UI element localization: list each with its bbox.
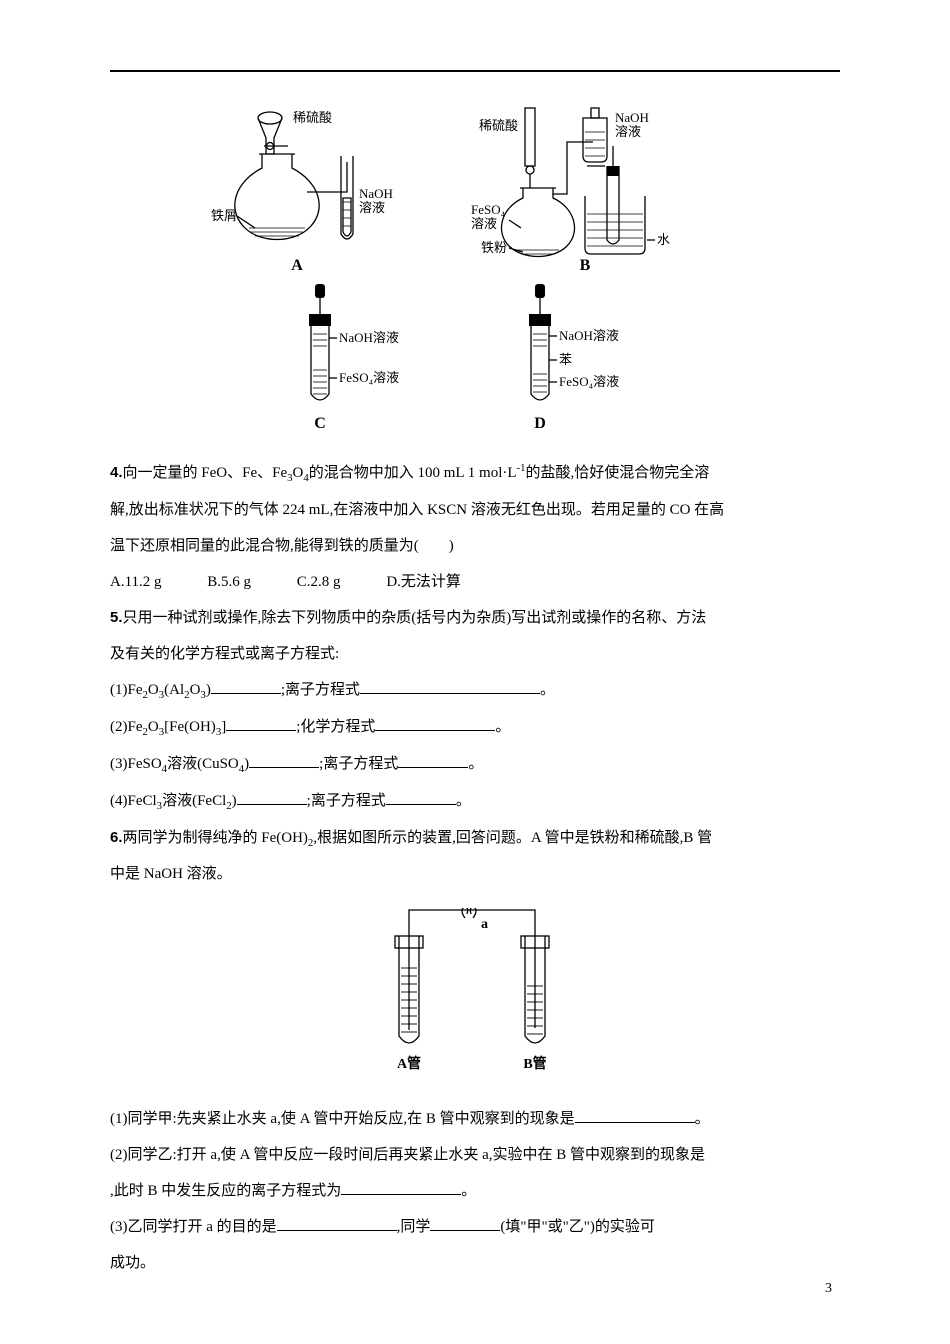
blank: [226, 714, 296, 731]
label-acid-b: 稀硫酸: [479, 118, 518, 133]
label-water: 水: [657, 232, 670, 247]
blank: [398, 751, 468, 768]
blank: [375, 714, 495, 731]
q5-1-tail: ;离子方程式: [281, 682, 360, 698]
figure-2: .lab2{ font: 14px "SimSun", serif; font-…: [110, 908, 840, 1083]
q6-line1: 6.两同学为制得纯净的 Fe(OH)2,根据如图所示的装置,回答问题。A 管中是…: [110, 820, 840, 857]
blank: [575, 1107, 695, 1124]
panel-d-label: D: [534, 415, 546, 432]
q5-line1: 5.只用一种试剂或操作,除去下列物质中的杂质(括号内为杂质)写出试剂或操作的名称…: [110, 600, 840, 636]
choice-b: B.5.6 g: [207, 564, 251, 600]
q5-3-head: (3)FeSO4溶液(CuSO4): [110, 756, 249, 772]
q6-intro1: 两同学为制得纯净的 Fe(OH)2,根据如图所示的装置,回答问题。A 管中是铁粉…: [123, 830, 713, 846]
label-naoh-b-1: NaOH: [615, 110, 649, 125]
blank: [341, 1179, 461, 1196]
q5-3-end: 。: [468, 756, 483, 772]
blank: [386, 788, 456, 805]
q6-p2a: (2)同学乙:打开 a,使 A 管中反应一段时间后再夹紧止水夹 a,实验中在 B…: [110, 1137, 840, 1173]
q5-2-tail: ;化学方程式: [296, 719, 375, 735]
q6-p1a: (1)同学甲:先夹紧止水夹 a,使 A 管中开始反应,在 B 管中观察到的现象是: [110, 1111, 575, 1127]
label-feso4-d: FeSO₄溶液: [559, 374, 619, 389]
q5-item2: (2)Fe2O3[Fe(OH)3] ;化学方程式 。: [110, 709, 840, 746]
top-rule: [110, 70, 840, 72]
label-iron-powder: 铁粉: [481, 240, 507, 255]
page-number: 3: [825, 1281, 832, 1297]
tube-b-label: B管: [523, 1055, 546, 1072]
q6-p2b: ,此时 B 中发生反应的离子方程式为: [110, 1183, 341, 1199]
q6-p2end: 。: [461, 1183, 476, 1199]
apparatus2-svg: .lab2{ font: 14px "SimSun", serif; font-…: [355, 908, 595, 1078]
label-feso4-c: FeSO₄溶液: [339, 370, 399, 385]
q6-number: 6.: [110, 829, 123, 846]
panel-c-label: C: [314, 415, 326, 432]
blank: [430, 1215, 500, 1232]
q5-2-head: (2)Fe2O3[Fe(OH)3]: [110, 719, 226, 735]
clip-label: a: [481, 917, 488, 932]
q5-line2: 及有关的化学方程式或离子方程式:: [110, 636, 840, 672]
q6-p1end: 。: [695, 1111, 710, 1127]
q5-2-end: 。: [495, 719, 510, 735]
q6-line2: 中是 NaOH 溶液。: [110, 856, 840, 892]
q4-line2: 解,放出标准状况下的气体 224 mL,在溶液中加入 KSCN 溶液无红色出现。…: [110, 492, 840, 528]
q6-p3-line: (3)乙同学打开 a 的目的是 ,同学 (填"甲"或"乙")的实验可: [110, 1209, 840, 1245]
q4-number: 4.: [110, 464, 123, 481]
q4-choices: A.11.2 g B.5.6 g C.2.8 g D.无法计算: [110, 564, 840, 600]
label-naoh-a-2: 溶液: [359, 200, 385, 215]
q5-4-end: 。: [456, 793, 471, 809]
q5-4-head: (4)FeCl3溶液(FeCl2): [110, 793, 237, 809]
blank: [237, 788, 307, 805]
panel-a-label: A: [291, 257, 303, 274]
q5-item1: (1)Fe2O3(Al2O3) ;离子方程式 。: [110, 672, 840, 709]
page: .lab{ font: 13px "SimSun", serif; } .pan…: [0, 0, 950, 1321]
q4-line3: 温下还原相同量的此混合物,能得到铁的质量为( ): [110, 528, 840, 564]
choice-c: C.2.8 g: [297, 564, 341, 600]
label-feso4-b-2: 溶液: [471, 216, 497, 231]
apparatus-svg: .lab{ font: 13px "SimSun", serif; } .pan…: [195, 102, 755, 432]
label-acid-a: 稀硫酸: [293, 110, 332, 125]
blank: [211, 677, 281, 694]
q5-4-tail: ;离子方程式: [307, 793, 386, 809]
q6-p3c: (填"甲"或"乙")的实验可: [500, 1219, 654, 1235]
choice-a: A.11.2 g: [110, 564, 162, 600]
q5-item3: (3)FeSO4溶液(CuSO4) ;离子方程式 。: [110, 746, 840, 783]
blank: [249, 751, 319, 768]
choice-d: D.无法计算: [386, 564, 461, 600]
q5-1-head: (1)Fe2O3(Al2O3): [110, 682, 211, 698]
label-naoh-c: NaOH溶液: [339, 330, 399, 345]
q6-p2b-line: ,此时 B 中发生反应的离子方程式为 。: [110, 1173, 840, 1209]
q6-p3d: 成功。: [110, 1245, 840, 1281]
q4-line1: 4.向一定量的 FeO、Fe、Fe3O4的混合物中加入 100 mL 1 mol…: [110, 455, 840, 492]
label-naoh-d: NaOH溶液: [559, 328, 619, 343]
figure-1: .lab{ font: 13px "SimSun", serif; } .pan…: [110, 102, 840, 437]
q4-text1: 向一定量的 FeO、Fe、Fe3O4的混合物中加入 100 mL 1 mol·L…: [123, 465, 710, 481]
q5-3-tail: ;离子方程式: [319, 756, 398, 772]
label-feso4-b-1: FeSO₄: [471, 202, 506, 217]
blank: [360, 677, 540, 694]
label-naoh-b-2: 溶液: [615, 124, 641, 139]
q5-number: 5.: [110, 609, 123, 626]
q6-p3b: ,同学: [397, 1219, 431, 1235]
blank: [277, 1215, 397, 1232]
q6-p1: (1)同学甲:先夹紧止水夹 a,使 A 管中开始反应,在 B 管中观察到的现象是…: [110, 1101, 840, 1137]
q5-item4: (4)FeCl3溶液(FeCl2) ;离子方程式 。: [110, 783, 840, 820]
panel-b-label: B: [580, 257, 591, 274]
q5-1-end: 。: [540, 682, 555, 698]
q5-intro1: 只用一种试剂或操作,除去下列物质中的杂质(括号内为杂质)写出试剂或操作的名称、方…: [123, 610, 707, 626]
label-naoh-a-1: NaOH: [359, 186, 393, 201]
label-iron-scrap: 铁屑: [211, 208, 237, 223]
tube-a-label: A管: [397, 1055, 421, 1072]
q6-p3a: (3)乙同学打开 a 的目的是: [110, 1219, 277, 1235]
label-benzene: 苯: [559, 352, 572, 367]
